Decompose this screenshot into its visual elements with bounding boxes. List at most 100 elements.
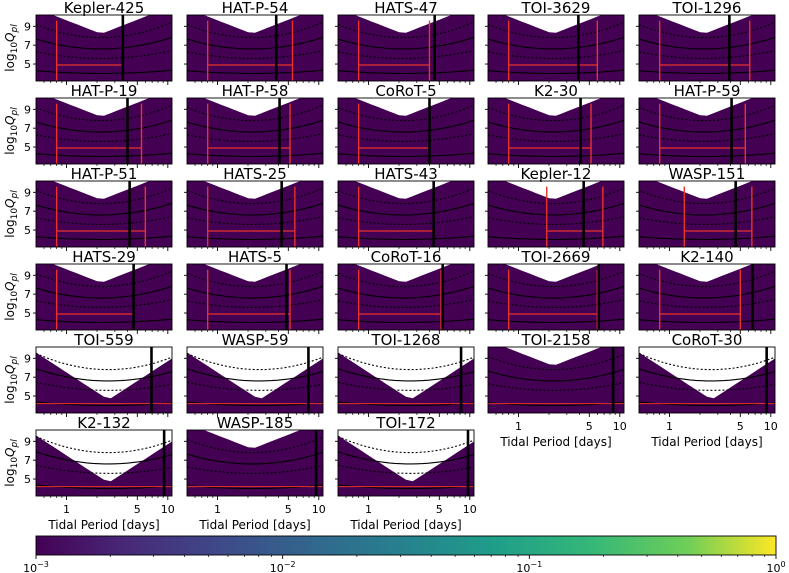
- y-tick-label: 5: [24, 58, 31, 71]
- panel-hat-p-59: HAT-P-59: [636, 82, 776, 168]
- contour-line: [36, 285, 172, 299]
- y-axis-label: log10Qpl: [3, 356, 20, 404]
- contour-line: [488, 235, 624, 241]
- contour-line: [338, 104, 474, 122]
- unexplored-region: [354, 98, 452, 116]
- panel-title: TOI-2158: [521, 331, 591, 349]
- contour-line: [338, 36, 474, 50]
- contour-line: [639, 187, 775, 205]
- panel-hat-p-19: HAT-P-19 5 7 9 log10Qpl: [3, 82, 173, 168]
- panel-corot-5: CoRoT-5: [335, 82, 475, 168]
- contour-line: [187, 270, 323, 288]
- contour-line: [488, 21, 624, 39]
- x-tick-label: 1: [666, 420, 673, 433]
- contour-line: [338, 235, 474, 241]
- panel-frame: [487, 14, 625, 82]
- panel-hat-p-54: HAT-P-54: [184, 0, 324, 85]
- panel-frame: [35, 346, 173, 414]
- heatmap-band: [187, 430, 323, 496]
- contour-line: [488, 299, 624, 308]
- y-tick-label: 9: [24, 435, 31, 448]
- contour-line: [187, 285, 323, 299]
- panel-frame: [337, 14, 475, 82]
- panel-frame: [186, 263, 324, 331]
- panel-title: WASP-185: [217, 414, 294, 432]
- y-tick-label: 5: [24, 307, 31, 320]
- colorbar: 10−3 10−2 10−1 100: [23, 535, 786, 573]
- panel-hat-p-58: HAT-P-58: [184, 82, 324, 168]
- panel-title: CoRoT-30: [672, 331, 743, 349]
- contour-line: [338, 133, 474, 142]
- contour-line: [36, 119, 172, 133]
- contour-line: [36, 133, 172, 142]
- contour-line: [488, 318, 624, 324]
- unexplored-region: [187, 347, 323, 399]
- panel-title: HATS-25: [223, 165, 287, 183]
- contour-line: [36, 216, 172, 225]
- contour-line: [488, 382, 624, 391]
- panel-title: Kepler-425: [64, 0, 145, 17]
- contour-line: [187, 202, 323, 216]
- unexplored-region: [504, 347, 602, 365]
- contour-line: [639, 133, 775, 142]
- panel-title: K2-132: [77, 414, 130, 432]
- contour-line: [187, 104, 323, 122]
- panel-frame: [186, 180, 324, 248]
- contour-line: [187, 119, 323, 133]
- panel-frame: [487, 180, 625, 248]
- y-tick-label: 7: [24, 205, 31, 218]
- panel-wasp-151: WASP-151: [636, 165, 776, 251]
- panel-title: K2-140: [680, 248, 733, 266]
- unexplored-region: [655, 98, 753, 116]
- panel-frame: [35, 180, 173, 248]
- unexplored-region: [203, 430, 301, 448]
- contour-line: [338, 152, 474, 158]
- panel-kepler-12: Kepler-12: [485, 165, 625, 251]
- panel-frame: [35, 263, 173, 331]
- contour-line: [187, 133, 323, 142]
- panel-title: HATS-5: [228, 248, 282, 266]
- panel-title: HAT-P-51: [71, 165, 138, 183]
- contour-line: [639, 36, 775, 50]
- y-axis-label: log10Qpl: [3, 273, 20, 321]
- panel-toi-2669: TOI-2669: [485, 248, 625, 334]
- contour-line: [187, 152, 323, 158]
- panel-toi-1296: TOI-1296: [636, 0, 776, 85]
- y-tick-label: 5: [24, 141, 31, 154]
- unexplored-region: [36, 347, 172, 399]
- unexplored-region: [52, 98, 150, 116]
- x-tick-label: 1: [365, 503, 372, 516]
- panel-frame: [186, 97, 324, 165]
- y-tick-label: 9: [24, 269, 31, 282]
- panel-frame: [487, 346, 625, 414]
- contour-line: [488, 152, 624, 158]
- contour-line: [187, 318, 323, 324]
- unexplored-region: [338, 347, 474, 399]
- panel-title: K2-30: [534, 82, 578, 100]
- panel-hats-5: HATS-5: [184, 248, 324, 334]
- panel-title: TOI-1268: [371, 331, 441, 349]
- unexplored-region: [203, 264, 301, 282]
- contour-line: [338, 285, 474, 299]
- x-tick-label: 10: [764, 420, 778, 433]
- colorbar-tick-label: 100: [766, 560, 785, 573]
- contour-line: [36, 381, 172, 391]
- panel-frame: [638, 14, 776, 82]
- unexplored-region: [36, 430, 172, 482]
- unexplored-region: [504, 264, 602, 282]
- contour-line: [187, 36, 323, 50]
- contour-line: [338, 368, 474, 382]
- colorbar-gradient: [35, 535, 777, 556]
- panel-title: TOI-3629: [521, 0, 591, 17]
- panel-frame: [638, 180, 776, 248]
- contour-line: [187, 368, 323, 382]
- unexplored-region: [52, 181, 150, 199]
- contour-line: [338, 381, 474, 391]
- unexplored-region: [504, 98, 602, 116]
- contour-line: [36, 451, 172, 465]
- panel-hats-25: HATS-25: [184, 165, 324, 251]
- panel-frame: [638, 263, 776, 331]
